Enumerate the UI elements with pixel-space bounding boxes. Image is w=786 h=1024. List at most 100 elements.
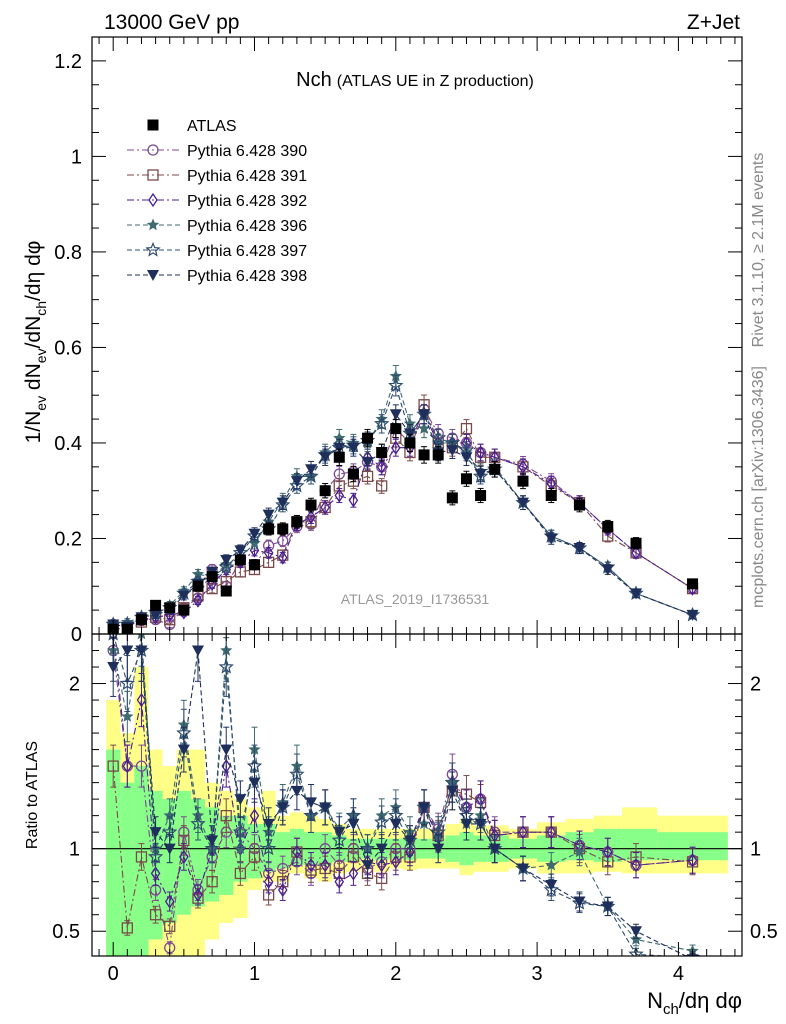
data-point: [545, 879, 558, 891]
data-point: [391, 854, 401, 870]
data-point: [516, 497, 529, 509]
data-point: [220, 554, 233, 566]
data-point: [389, 409, 402, 421]
data-point: [220, 585, 232, 597]
legend-marker: [145, 241, 161, 257]
data-point: [121, 922, 133, 934]
data-point: [276, 802, 289, 814]
legend-marker: [147, 270, 159, 281]
data-point: [601, 901, 614, 913]
data-point: [121, 710, 134, 722]
data-point: [248, 851, 261, 863]
data-point: [135, 645, 148, 657]
data-point: [347, 818, 360, 830]
series-line: [112, 766, 693, 929]
data-point: [546, 824, 557, 840]
data-point: [474, 469, 487, 481]
data-point: [263, 545, 274, 560]
legend-item-5: Pythia 6.428 397: [127, 241, 307, 260]
data-point: [149, 909, 162, 921]
data-point: [460, 452, 473, 464]
data-point: [388, 377, 404, 393]
data-point: [403, 417, 417, 430]
data-point: [249, 808, 260, 823]
data-point: [601, 564, 614, 576]
data-point: [333, 827, 346, 839]
data-point: [206, 876, 218, 888]
data-point: [361, 457, 374, 469]
series-line: [112, 634, 693, 952]
x-tick-label: 2: [390, 963, 401, 985]
data-point: [460, 473, 472, 485]
data-point: [687, 578, 699, 590]
inner-band-bin: [120, 782, 135, 956]
data-point: [149, 827, 162, 839]
data-point: [333, 442, 346, 454]
data-point: [262, 818, 275, 830]
data-point: [119, 675, 136, 691]
legend-label: Pythia 6.428 392: [187, 193, 307, 210]
data-point: [630, 926, 643, 938]
data-point: [206, 571, 218, 583]
inner-band-bin: [621, 828, 658, 861]
series-line: [113, 374, 693, 625]
data-point: [276, 497, 289, 509]
data-point: [234, 867, 247, 880]
data-point: [150, 866, 161, 881]
data-point: [277, 523, 289, 535]
legend-label: Pythia 6.428 397: [187, 243, 307, 260]
data-point: [405, 844, 415, 860]
data-point: [460, 422, 473, 435]
data-point: [686, 609, 699, 621]
y-tick-label: 1: [71, 146, 82, 168]
data-point: [232, 824, 249, 839]
data-point: [107, 760, 119, 772]
data-point: [629, 933, 643, 945]
legend-item-6: Pythia 6.428 398: [127, 268, 307, 285]
data-point: [218, 559, 234, 574]
y-tick-label: 0.6: [54, 337, 82, 359]
data-point: [573, 896, 586, 908]
x-axis-label: Nch/dη dφ: [647, 988, 742, 1018]
data-point: [177, 590, 190, 602]
data-point: [290, 785, 303, 797]
data-point: [164, 602, 176, 614]
series-line: [112, 649, 688, 956]
data-point: [376, 858, 387, 873]
data-point: [417, 422, 431, 434]
data-point: [361, 860, 374, 872]
data-point: [306, 509, 316, 525]
legend-marker: [148, 192, 158, 208]
legend-marker: [147, 169, 159, 181]
data-point: [446, 785, 459, 797]
data-point: [163, 809, 176, 821]
ratio-y-tick-label-left: 1: [69, 839, 80, 861]
header-right: Z+Jet: [687, 11, 740, 34]
legend-label: Pythia 6.428 390: [187, 143, 307, 160]
data-point: [347, 442, 360, 454]
data-point: [277, 882, 288, 898]
data-point: [628, 946, 644, 956]
data-point: [248, 777, 261, 789]
data-point: [389, 818, 402, 830]
data-point: [179, 849, 189, 865]
data-point: [305, 499, 317, 511]
data-point: [107, 662, 120, 674]
data-point: [475, 489, 487, 501]
data-point: [475, 445, 486, 460]
data-point: [305, 797, 318, 809]
data-point: [489, 463, 501, 475]
data-point: [347, 468, 359, 480]
data-point: [150, 599, 162, 611]
data-point: [263, 874, 274, 889]
data-point: [391, 440, 401, 455]
data-point: [602, 521, 614, 533]
data-point: [220, 744, 233, 756]
data-point: [545, 533, 558, 545]
data-point: [573, 845, 586, 858]
data-point: [277, 550, 288, 565]
data-point: [432, 449, 444, 461]
data-point: [249, 559, 260, 571]
legend-item-0: ATLAS: [147, 118, 237, 135]
